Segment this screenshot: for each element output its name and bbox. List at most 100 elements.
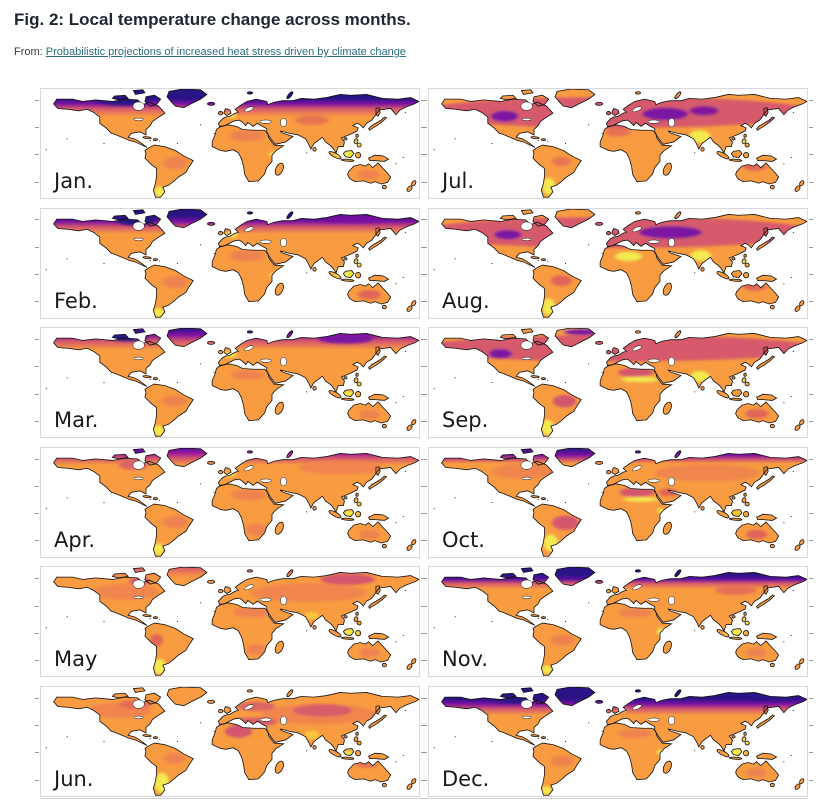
month-label: Oct. — [442, 527, 485, 552]
axis-tick — [809, 632, 813, 634]
axis-tick — [35, 99, 39, 101]
map-panel-jan[interactable]: Jan. — [35, 88, 425, 199]
world-map — [45, 89, 419, 198]
axis-tick — [423, 273, 427, 275]
divider — [40, 798, 808, 799]
map-panel-apr[interactable]: Apr. — [35, 446, 425, 558]
world-map — [433, 567, 807, 676]
axis-tick — [423, 420, 427, 422]
axis-tick — [35, 485, 39, 487]
axis-tick — [809, 752, 813, 754]
axis-tick — [423, 697, 427, 699]
axis-tick — [35, 725, 39, 727]
axis-tick — [809, 127, 813, 129]
figure-panels-grid: Jan. Feb. Mar. Apr. May Jun. Jul. Aug. Sep. Oct. N… — [35, 88, 813, 797]
axis-tick — [809, 99, 813, 101]
axis-tick — [423, 513, 427, 515]
world-map — [433, 447, 807, 557]
axis-tick — [809, 513, 813, 515]
axis-tick — [809, 246, 813, 248]
axis-tick — [809, 420, 813, 422]
axis-tick — [423, 752, 427, 754]
axis-tick — [423, 339, 427, 341]
axis-tick — [423, 366, 427, 368]
world-map — [433, 208, 807, 318]
map-panel-jul[interactable]: Jul. — [423, 88, 813, 199]
map-panel-mar[interactable]: Mar. — [35, 327, 425, 439]
map-panel-jun[interactable]: Jun. — [35, 685, 425, 797]
axis-tick — [809, 339, 813, 341]
axis-tick — [809, 697, 813, 699]
month-label: Mar. — [54, 408, 99, 433]
axis-tick — [423, 660, 427, 662]
axis-tick — [423, 779, 427, 781]
figure-header: Fig. 2: Local temperature change across … — [0, 0, 840, 58]
axis-tick — [809, 779, 813, 781]
axis-tick — [809, 273, 813, 275]
axis-tick — [35, 632, 39, 634]
world-map — [433, 686, 807, 796]
axis-tick — [809, 154, 813, 156]
axis-tick — [423, 393, 427, 395]
map-panel-dec[interactable]: Dec. — [423, 685, 813, 797]
axis-tick — [35, 420, 39, 422]
month-label: Nov. — [442, 647, 489, 672]
source-link[interactable]: Probabilistic projections of increased h… — [45, 46, 406, 59]
axis-tick — [35, 301, 39, 303]
axis-tick — [35, 458, 39, 460]
axis-tick — [35, 779, 39, 781]
axis-tick — [423, 485, 427, 487]
axis-tick — [423, 578, 427, 580]
axis-tick — [35, 154, 39, 156]
axis-tick — [423, 605, 427, 607]
axis-tick — [423, 632, 427, 634]
world-map — [45, 567, 419, 676]
axis-tick — [35, 181, 39, 183]
axis-tick — [809, 458, 813, 460]
axis-tick — [809, 605, 813, 607]
axis-tick — [35, 246, 39, 248]
axis-tick — [423, 725, 427, 727]
axis-tick — [809, 485, 813, 487]
world-map — [433, 328, 807, 437]
month-label: Aug. — [442, 288, 490, 313]
month-label: Jan. — [54, 169, 94, 193]
axis-tick — [423, 99, 427, 101]
axis-tick — [423, 154, 427, 156]
month-label: Jul. — [442, 169, 475, 193]
axis-tick — [35, 513, 39, 515]
axis-tick — [35, 605, 39, 607]
map-panel-aug[interactable]: Aug. — [423, 207, 813, 319]
map-panel-may[interactable]: May — [35, 566, 425, 678]
axis-tick — [809, 219, 813, 221]
month-label: Feb. — [54, 288, 98, 313]
world-map — [45, 328, 419, 437]
axis-tick — [423, 127, 427, 129]
map-panel-sep[interactable]: Sep. — [423, 327, 813, 439]
axis-tick — [35, 339, 39, 341]
month-label: Apr. — [54, 527, 96, 552]
axis-tick — [35, 273, 39, 275]
axis-tick — [423, 219, 427, 221]
month-label: Sep. — [442, 408, 489, 433]
map-panel-oct[interactable]: Oct. — [423, 446, 813, 558]
month-label: Jun. — [54, 766, 94, 791]
axis-tick — [35, 366, 39, 368]
axis-tick — [35, 219, 39, 221]
world-map — [45, 208, 419, 318]
axis-tick — [809, 725, 813, 727]
world-map — [433, 89, 807, 198]
month-label: Dec. — [442, 766, 490, 791]
axis-tick — [809, 393, 813, 395]
axis-tick — [35, 127, 39, 129]
axis-tick — [35, 393, 39, 395]
axis-tick — [35, 660, 39, 662]
axis-tick — [809, 301, 813, 303]
figure-title: Fig. 2: Local temperature change across … — [14, 10, 411, 29]
axis-tick — [423, 458, 427, 460]
map-panel-nov[interactable]: Nov. — [423, 566, 813, 678]
axis-tick — [809, 540, 813, 542]
axis-tick — [423, 246, 427, 248]
map-panel-feb[interactable]: Feb. — [35, 207, 425, 319]
axis-tick — [35, 752, 39, 754]
